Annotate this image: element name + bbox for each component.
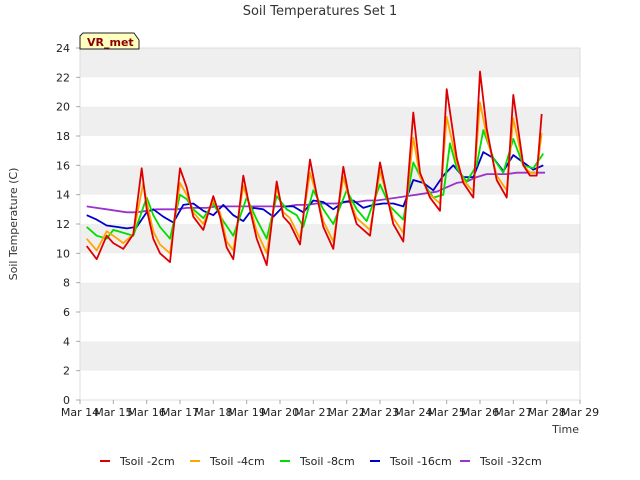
y-tick-label: 12 (56, 218, 70, 231)
x-tick-label: Mar 22 (328, 406, 366, 419)
grid-band (80, 341, 580, 371)
y-tick-label: 24 (56, 42, 70, 55)
grid-band (80, 282, 580, 312)
x-tick-label: Mar 28 (528, 406, 566, 419)
grid-band (80, 312, 580, 342)
grid-band (80, 136, 580, 166)
y-axis-label: Soil Temperature (C) (7, 168, 20, 281)
x-tick-label: Mar 21 (294, 406, 332, 419)
y-tick-label: 10 (56, 247, 70, 260)
x-tick-label: Mar 14 (61, 406, 99, 419)
legend-label: Tsoil -4cm (209, 455, 265, 468)
y-tick-label: 4 (63, 335, 70, 348)
series-line-tsoil-32cm (86, 171, 545, 214)
vr-met-badge: VR_met (79, 32, 140, 50)
chart-legend: Tsoil -2cm Tsoil -4cm Tsoil -8cm Tsoil -16c… (100, 455, 542, 468)
chart-title: Soil Temperatures Set 1 (243, 4, 398, 19)
grid-band (80, 224, 580, 254)
series-line-tsoil-8cm (86, 129, 545, 240)
grid-band (80, 106, 580, 136)
badge-shape (79, 32, 140, 50)
x-tick-label: Mar 24 (394, 406, 432, 419)
grid-band (80, 253, 580, 283)
y-tick-label: 20 (56, 101, 70, 114)
y-tick-label: 18 (56, 130, 70, 143)
series-line-tsoil-4cm (86, 101, 543, 255)
y-tick-label: 22 (56, 71, 70, 84)
legend-label: Tsoil -32cm (479, 455, 542, 468)
y-tick-label: 0 (63, 394, 70, 407)
grid-band (80, 370, 580, 400)
grid-bands (80, 48, 580, 400)
x-tick-label: Mar 19 (228, 406, 266, 419)
y-tick-label: 14 (56, 189, 70, 202)
x-tick-label: Mar 16 (128, 406, 166, 419)
x-tick-label: Mar 29 (561, 406, 599, 419)
x-tick-label: Mar 26 (461, 406, 499, 419)
x-tick-label: Mar 18 (194, 406, 232, 419)
x-tick-label: Mar 25 (428, 406, 466, 419)
grid-band (80, 48, 580, 78)
y-tick-label: 2 (63, 365, 70, 378)
y-tick-label: 8 (63, 277, 70, 290)
y-tick-label: 6 (63, 306, 70, 319)
legend-label: Tsoil -8cm (299, 455, 355, 468)
x-axis-label: Time (551, 423, 579, 436)
x-tick-label: Mar 17 (161, 406, 199, 419)
grid-band (80, 77, 580, 107)
badge-label: VR_met (87, 36, 134, 49)
series-line-tsoil-16cm (86, 151, 544, 230)
x-tick-label: Mar 27 (494, 406, 532, 419)
y-tick-label: 16 (56, 159, 70, 172)
x-tick-label: Mar 23 (361, 406, 399, 419)
series-line-tsoil-2cm (85, 70, 543, 267)
x-tick-label: Mar 15 (94, 406, 132, 419)
legend-label: Tsoil -16cm (389, 455, 452, 468)
legend-label: Tsoil -2cm (119, 455, 175, 468)
x-tick-label: Mar 20 (261, 406, 299, 419)
series-lines (85, 70, 545, 267)
